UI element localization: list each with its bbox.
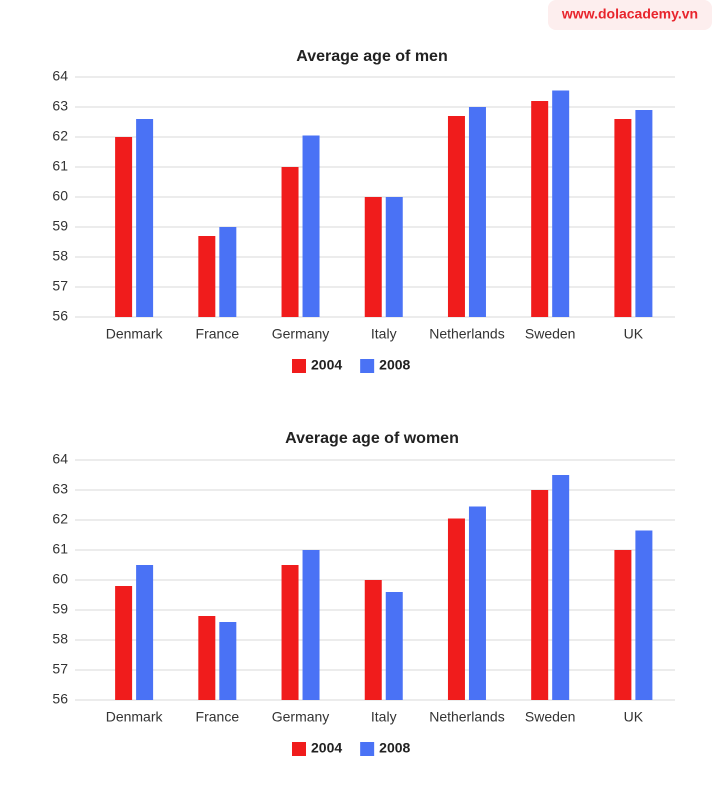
x-tick-label: France: [196, 709, 240, 725]
bar: [198, 236, 216, 317]
y-tick-label: 59: [52, 218, 68, 234]
y-tick-label: 64: [52, 451, 68, 467]
legend-swatch: [360, 742, 375, 756]
bar: [136, 119, 154, 317]
x-tick-label: UK: [624, 326, 644, 342]
bar: [447, 518, 465, 700]
x-tick-label: Sweden: [525, 709, 576, 725]
y-tick-label: 60: [52, 188, 68, 204]
y-tick-label: 57: [52, 278, 68, 294]
y-tick-label: 58: [52, 631, 68, 647]
y-tick-label: 64: [52, 68, 68, 84]
x-tick-label: Denmark: [106, 709, 164, 725]
bar: [302, 550, 320, 700]
y-tick-label: 61: [52, 158, 68, 174]
bar: [219, 227, 237, 317]
bar: [136, 565, 154, 700]
y-tick-label: 56: [52, 308, 68, 324]
legend-label: 2008: [379, 357, 410, 373]
y-tick-label: 57: [52, 661, 68, 677]
bar: [614, 550, 632, 700]
bar: [531, 490, 549, 700]
bar: [614, 119, 632, 317]
y-tick-label: 56: [52, 691, 68, 707]
y-tick-label: 58: [52, 248, 68, 264]
y-tick-label: 59: [52, 601, 68, 617]
legend-label: 2008: [379, 740, 410, 756]
bar: [635, 530, 653, 700]
bar: [115, 137, 133, 317]
bar: [552, 475, 570, 700]
bar: [281, 565, 299, 700]
x-tick-label: Netherlands: [429, 709, 505, 725]
legend-swatch: [360, 359, 375, 373]
bar: [531, 101, 549, 317]
chart-title: Average age of women: [285, 430, 459, 447]
bar: [281, 167, 299, 317]
bar: [468, 107, 486, 317]
y-tick-label: 60: [52, 571, 68, 587]
x-tick-label: Netherlands: [429, 326, 505, 342]
bar: [635, 110, 653, 317]
brand: www.dolacademy.vn: [561, 6, 698, 22]
bar: [552, 90, 570, 317]
bar: [115, 586, 133, 700]
x-tick-label: France: [196, 326, 240, 342]
bar: [468, 506, 486, 700]
x-tick-label: UK: [624, 709, 644, 725]
brand-box: [548, 0, 712, 30]
x-tick-label: Denmark: [106, 326, 164, 342]
legend-label: 2004: [311, 740, 342, 756]
chart-title: Average age of men: [296, 48, 447, 65]
bar: [302, 135, 320, 317]
bar: [364, 197, 382, 317]
x-tick-label: Italy: [371, 709, 397, 725]
bar: [198, 616, 216, 700]
y-tick-label: 62: [52, 128, 68, 144]
bar: [385, 197, 403, 317]
x-tick-label: Italy: [371, 326, 397, 342]
legend-swatch: [292, 359, 306, 373]
legend-label: 2004: [311, 357, 342, 373]
bar: [447, 116, 465, 317]
x-tick-label: Sweden: [525, 326, 576, 342]
y-tick-label: 63: [52, 481, 68, 497]
bar: [219, 622, 237, 700]
x-tick-label: Germany: [272, 709, 330, 725]
y-tick-label: 61: [52, 541, 68, 557]
y-tick-label: 62: [52, 511, 68, 527]
legend-swatch: [292, 742, 306, 756]
y-tick-label: 63: [52, 98, 68, 114]
bar: [385, 592, 403, 700]
bar: [364, 580, 382, 700]
x-tick-label: Germany: [272, 326, 330, 342]
